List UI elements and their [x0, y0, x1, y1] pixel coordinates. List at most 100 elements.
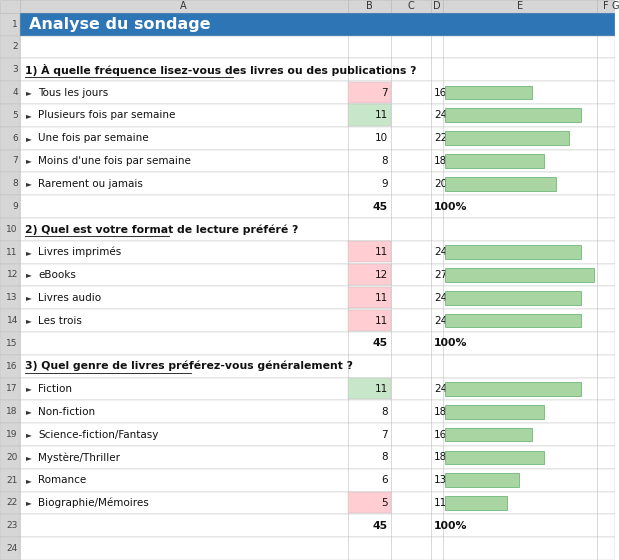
Bar [445, 405, 544, 419]
Text: 13%: 13% [434, 475, 457, 485]
Text: 5: 5 [381, 498, 387, 508]
Bar [0, 218, 20, 241]
Bar [0, 150, 615, 172]
Bar [0, 355, 615, 377]
Bar [0, 537, 20, 560]
Bar [0, 172, 615, 195]
Bar [0, 286, 615, 309]
Text: D: D [433, 2, 441, 11]
Text: 45: 45 [373, 338, 387, 348]
Bar [0, 150, 20, 172]
Text: 10: 10 [374, 133, 387, 143]
Bar [348, 82, 391, 103]
Text: Romance: Romance [38, 475, 87, 485]
Text: E: E [517, 2, 523, 11]
Text: 9: 9 [12, 202, 18, 211]
Bar [0, 104, 615, 127]
Bar [0, 469, 20, 492]
Bar [0, 377, 20, 400]
Text: 2) Quel est votre format de lecture préféré ?: 2) Quel est votre format de lecture préf… [25, 224, 298, 235]
Text: 9: 9 [381, 179, 387, 189]
Text: Science-fiction/Fantasy: Science-fiction/Fantasy [38, 430, 158, 440]
Text: 3: 3 [12, 65, 18, 74]
Bar [445, 496, 507, 510]
Text: 24%: 24% [434, 293, 457, 303]
Text: Tous les jours: Tous les jours [38, 87, 108, 97]
Bar [0, 309, 615, 332]
Text: 8: 8 [381, 156, 387, 166]
Text: 12: 12 [6, 270, 18, 279]
Text: 20%: 20% [434, 179, 457, 189]
Bar [445, 314, 581, 328]
Text: Non-fiction: Non-fiction [38, 407, 95, 417]
Text: eBooks: eBooks [38, 270, 76, 280]
Text: ►: ► [26, 88, 32, 97]
Text: 8: 8 [12, 179, 18, 188]
Bar [0, 423, 615, 446]
Bar [0, 218, 615, 241]
Bar [0, 446, 615, 469]
Text: 21: 21 [6, 475, 18, 485]
Bar [0, 241, 20, 264]
Text: 24%: 24% [434, 384, 457, 394]
Text: ►: ► [26, 407, 32, 416]
Bar [348, 378, 391, 399]
Text: B: B [366, 2, 373, 11]
Text: 11: 11 [6, 248, 18, 256]
Text: 24%: 24% [434, 247, 457, 257]
Text: 11%: 11% [434, 498, 457, 508]
Bar [0, 492, 20, 515]
Bar [0, 355, 20, 377]
Bar [0, 0, 20, 13]
Bar [445, 86, 532, 99]
Bar [445, 177, 556, 190]
Text: 3) Quel genre de livres préférez-vous généralement ?: 3) Quel genre de livres préférez-vous gé… [25, 361, 353, 371]
Bar [0, 469, 615, 492]
Text: ►: ► [26, 385, 32, 394]
Bar [20, 0, 348, 13]
Text: ►: ► [26, 248, 32, 256]
Text: F: F [603, 2, 609, 11]
Text: 7: 7 [12, 156, 18, 165]
Text: 16: 16 [6, 362, 18, 371]
Text: Biographie/Mémoires: Biographie/Mémoires [38, 498, 149, 508]
Bar [0, 81, 20, 104]
Bar [0, 264, 615, 286]
Text: ►: ► [26, 134, 32, 143]
Bar [431, 0, 443, 13]
Bar [20, 13, 615, 35]
Bar [0, 515, 615, 537]
Text: 24%: 24% [434, 110, 457, 120]
Text: 19: 19 [6, 430, 18, 439]
Text: 16%: 16% [434, 87, 457, 97]
Bar [445, 291, 581, 305]
Text: ►: ► [26, 475, 32, 485]
Text: 8: 8 [381, 407, 387, 417]
Text: 7: 7 [381, 87, 387, 97]
Bar [443, 0, 597, 13]
Bar [597, 0, 615, 13]
Text: Livres audio: Livres audio [38, 293, 102, 303]
Text: ►: ► [26, 498, 32, 507]
Text: 11: 11 [374, 110, 387, 120]
Bar [445, 382, 581, 396]
Bar [445, 473, 519, 487]
Text: 24%: 24% [434, 316, 457, 325]
Bar [0, 492, 615, 515]
Text: ►: ► [26, 179, 32, 188]
Bar [348, 264, 391, 285]
Text: 27%: 27% [434, 270, 457, 280]
Bar [0, 35, 20, 58]
Text: 4: 4 [12, 88, 18, 97]
Text: 23: 23 [6, 521, 18, 530]
Bar [445, 268, 594, 282]
Bar [0, 309, 20, 332]
Bar [0, 537, 615, 560]
Bar [348, 310, 391, 331]
Bar [0, 515, 20, 537]
Bar [0, 58, 20, 81]
Text: 10: 10 [6, 225, 18, 234]
Text: ►: ► [26, 430, 32, 439]
Text: 18%: 18% [434, 452, 457, 463]
Bar [348, 105, 391, 125]
